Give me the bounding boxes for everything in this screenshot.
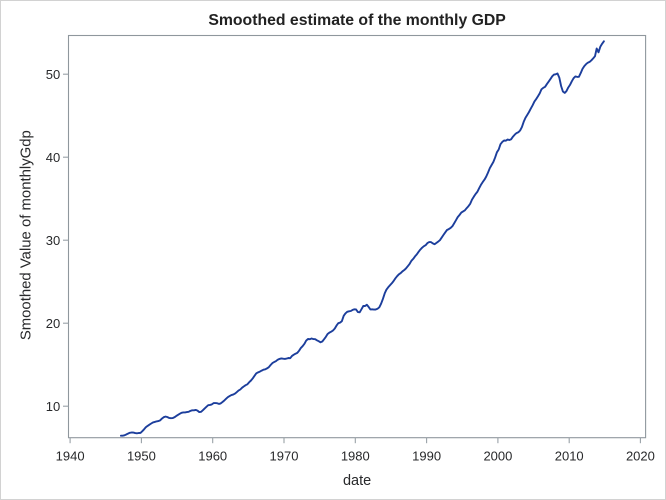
svg-text:50: 50: [46, 67, 60, 82]
svg-text:date: date: [343, 473, 371, 489]
svg-text:2000: 2000: [483, 449, 512, 464]
svg-text:1950: 1950: [127, 449, 156, 464]
svg-text:1990: 1990: [412, 449, 441, 464]
svg-text:Smoothed Value of monthlyGdp: Smoothed Value of monthlyGdp: [19, 130, 35, 340]
svg-text:10: 10: [46, 399, 60, 414]
svg-text:40: 40: [46, 150, 60, 165]
svg-text:Smoothed estimate of the month: Smoothed estimate of the monthly GDP: [208, 12, 506, 29]
svg-text:1980: 1980: [341, 449, 370, 464]
svg-text:20: 20: [46, 316, 60, 331]
svg-text:1940: 1940: [56, 449, 85, 464]
svg-text:30: 30: [46, 233, 60, 248]
svg-text:1960: 1960: [198, 449, 227, 464]
svg-text:2020: 2020: [626, 449, 655, 464]
svg-text:2010: 2010: [555, 449, 584, 464]
svg-text:1970: 1970: [270, 449, 299, 464]
